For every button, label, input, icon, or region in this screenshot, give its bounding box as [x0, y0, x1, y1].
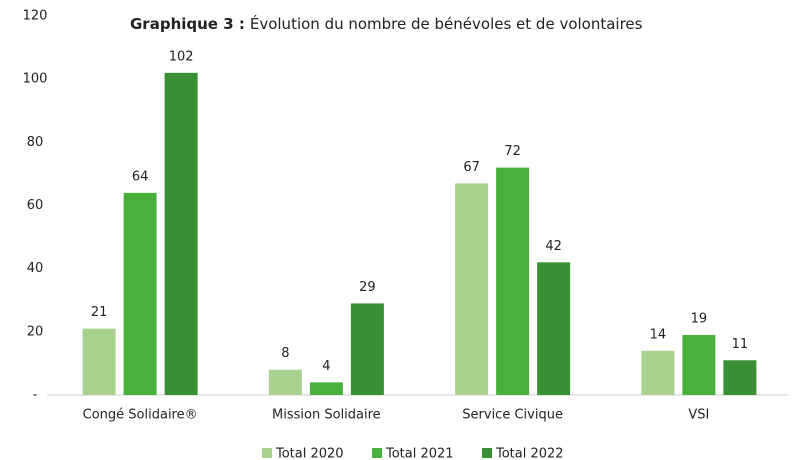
chart-title: Graphique 3 : Évolution du nombre de béné…	[130, 14, 643, 33]
value-label: 72	[504, 144, 521, 159]
bar	[537, 262, 571, 395]
y-tick-label: 40	[27, 261, 44, 276]
value-label: 102	[169, 49, 194, 64]
value-label: 14	[650, 327, 667, 342]
y-tick-label: 60	[27, 198, 44, 213]
value-label: 21	[91, 305, 108, 320]
value-label: 42	[545, 239, 562, 254]
value-label: 29	[359, 280, 376, 295]
x-tick-label: VSI	[688, 408, 709, 423]
bar	[682, 334, 716, 395]
bar	[641, 350, 675, 395]
y-tick-label: 80	[27, 135, 44, 150]
bar	[496, 167, 530, 395]
bar	[82, 328, 116, 395]
bar	[123, 192, 157, 395]
legend-label: Total 2022	[495, 447, 564, 460]
x-tick-label: Service Civique	[462, 408, 563, 423]
title-text: Évolution du nombre de bénévoles et de v…	[250, 14, 643, 33]
value-label: 64	[132, 169, 149, 184]
bar	[723, 360, 757, 395]
legend-swatch	[482, 448, 492, 458]
bar	[164, 72, 198, 395]
value-label: 19	[691, 311, 708, 326]
y-tick-label: 120	[23, 9, 48, 24]
y-tick-label: 100	[23, 72, 48, 87]
bar	[309, 382, 343, 395]
x-tick-label: Congé Solidaire®	[83, 408, 198, 423]
legend-swatch	[262, 448, 272, 458]
bar	[455, 183, 489, 395]
value-label: 67	[463, 160, 480, 175]
bar	[268, 369, 302, 395]
y-tick-label: 20	[27, 324, 44, 339]
value-label: 8	[281, 346, 289, 361]
x-tick-label: Mission Solidaire	[272, 408, 381, 423]
bar	[350, 303, 384, 395]
value-label: 4	[322, 359, 330, 374]
y-tick-label: -	[33, 388, 38, 403]
legend-label: Total 2020	[275, 447, 344, 460]
legend-swatch	[372, 448, 382, 458]
title-label: Graphique 3 :	[130, 15, 245, 33]
value-label: 11	[732, 337, 749, 352]
legend-label: Total 2021	[385, 447, 454, 460]
